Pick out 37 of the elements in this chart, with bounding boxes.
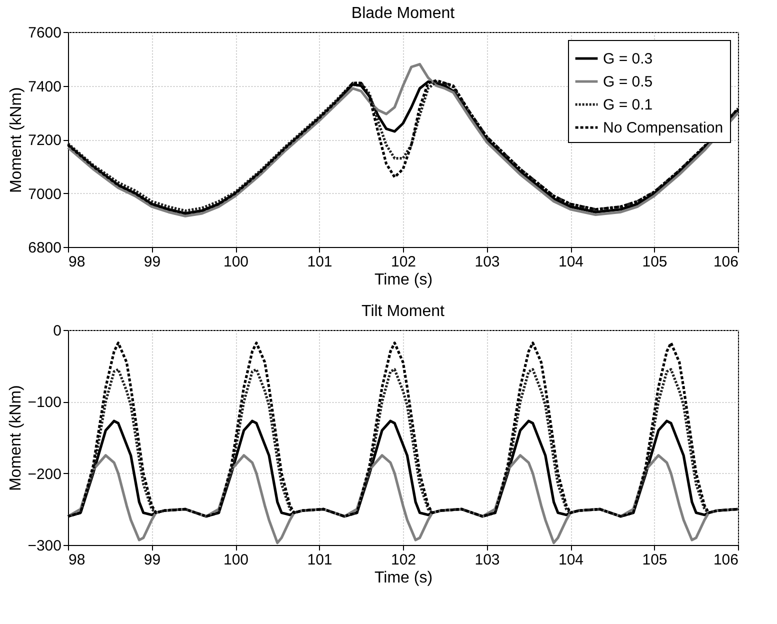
legend-label: G = 0.5	[603, 74, 653, 90]
chart-title: Tilt Moment	[362, 303, 446, 320]
chart-title: Blade Moment	[351, 5, 456, 22]
x-tick-label: 104	[558, 552, 584, 568]
x-tick-label: 98	[68, 552, 86, 568]
x-tick-label: 99	[144, 552, 161, 568]
y-tick-label: 7600	[28, 24, 62, 42]
y-tick-label: 7400	[28, 78, 62, 96]
y-tick-label: −200	[28, 466, 62, 483]
x-tick-label: 103	[474, 552, 500, 568]
x-tick-label: 100	[223, 254, 249, 270]
x-axis-title: Time (s)	[374, 570, 433, 586]
x-tick-label: 104	[558, 254, 584, 270]
x-tick-label: 102	[390, 552, 416, 568]
x-tick-label: 102	[390, 254, 416, 270]
x-tick-label: 101	[307, 254, 332, 270]
legend-label: G = 0.1	[603, 96, 653, 114]
y-tick-label: 0	[53, 322, 62, 340]
x-tick-label: 106	[713, 254, 738, 270]
legend-label: G = 0.3	[603, 50, 653, 68]
y-axis-title: Moment (kNm)	[8, 385, 25, 491]
x-tick-label: 105	[642, 254, 668, 270]
x-axis-title: Time (s)	[374, 272, 433, 288]
y-tick-label: 6800	[28, 240, 62, 256]
y-tick-label: 7200	[28, 132, 62, 149]
y-axis-title: Moment (kNm)	[8, 87, 26, 193]
x-tick-label: 106	[713, 552, 738, 568]
y-tick-label: −100	[28, 394, 62, 412]
x-tick-label: 99	[144, 254, 161, 270]
x-tick-label: 98	[68, 254, 86, 270]
legend-label: No Compensation	[603, 120, 724, 136]
x-tick-label: 100	[223, 552, 249, 568]
x-tick-label: 105	[642, 552, 668, 568]
x-tick-label: 103	[474, 254, 500, 270]
y-tick-label: 7000	[28, 186, 62, 203]
y-tick-label: −300	[28, 538, 62, 554]
x-tick-label: 101	[307, 552, 332, 568]
